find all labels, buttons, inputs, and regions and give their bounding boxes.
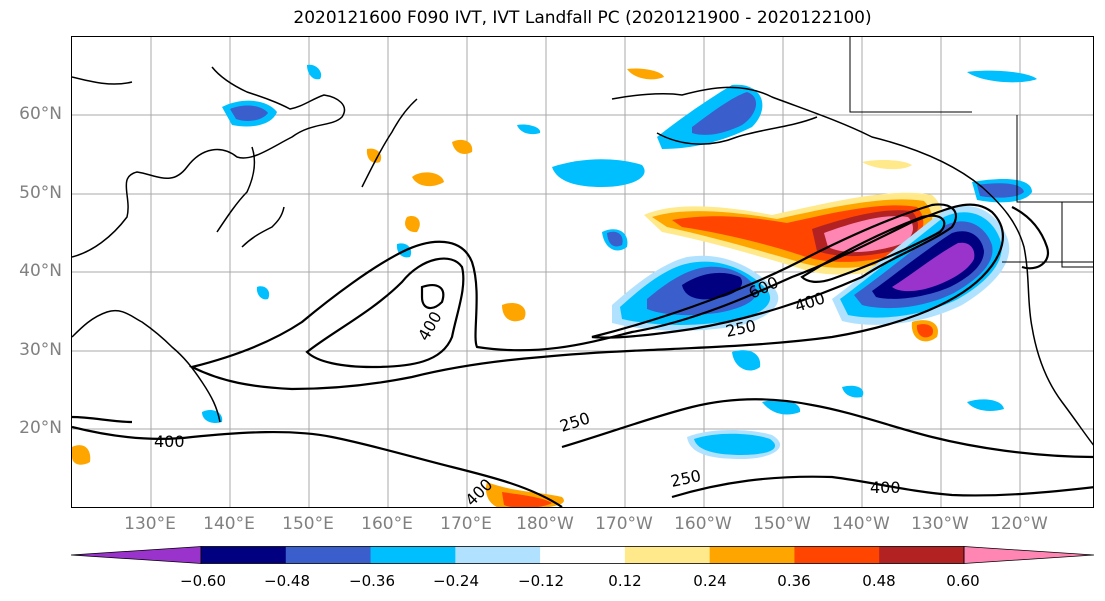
lon-label-170w: 170°W <box>595 514 653 534</box>
colorbar-segment <box>794 546 880 564</box>
lon-label-130e: 130°E <box>124 514 176 534</box>
lon-label-130w: 130°W <box>911 514 969 534</box>
contour-label-400-w: 400 <box>414 308 446 344</box>
lon-label-180w: 180°W <box>516 514 574 534</box>
lon-label-170e: 170°E <box>440 514 492 534</box>
lon-label-160e: 160°E <box>361 514 413 534</box>
contour-label-250-s: 250 <box>557 408 592 436</box>
map-title: 2020121600 F090 IVT, IVT Landfall PC (20… <box>293 8 872 28</box>
contour-label-400-se: 400 <box>870 478 901 497</box>
colorbar-tick-label: −0.24 <box>433 572 479 590</box>
lon-label-120w: 120°W <box>990 514 1048 534</box>
colorbar-extension-high <box>963 546 1094 564</box>
lon-label-150e: 150°E <box>282 514 334 534</box>
contour-label-400-ne: 400 <box>792 288 827 316</box>
colorbar-segment <box>285 546 372 564</box>
lat-label-60: 60°N <box>19 104 62 124</box>
colorbar-tick-label: −0.36 <box>349 572 395 590</box>
colorbar <box>71 546 1094 564</box>
colorbar-tick-label: −0.48 <box>264 572 310 590</box>
colorbar-tick-label: −0.60 <box>180 572 226 590</box>
colorbar-segment <box>709 546 795 564</box>
contour-label-250-se: 250 <box>669 466 703 491</box>
colorbar-segment <box>201 546 287 564</box>
colorbar-segment <box>370 546 456 564</box>
lon-label-150w: 150°W <box>753 514 811 534</box>
lat-label-20: 20°N <box>19 418 62 438</box>
colorbar-tick-label: 0.60 <box>946 572 980 590</box>
lat-label-30: 30°N <box>19 340 62 360</box>
colorbar-tick-label: 0.12 <box>608 572 642 590</box>
colorbar-extension-low <box>71 546 202 564</box>
colorbar-tick-label: 0.48 <box>862 572 896 590</box>
lon-label-140w: 140°W <box>832 514 890 534</box>
coastlines <box>72 66 1093 446</box>
colorbar-outline <box>200 546 965 564</box>
contour-label-400-sw: 400 <box>154 432 185 451</box>
colorbar-tick-label: 0.36 <box>777 572 811 590</box>
lat-label-50: 50°N <box>19 183 62 203</box>
map-panel: 600 400 250 400 250 400 250 400 400 <box>71 36 1094 508</box>
contour-labels: 600 400 250 400 250 400 250 400 400 <box>154 272 901 507</box>
lon-label-140e: 140°E <box>203 514 255 534</box>
ivt-contours <box>72 203 1093 507</box>
lat-label-40: 40°N <box>19 261 62 281</box>
colorbar-segments <box>71 546 1094 564</box>
colorbar-segment <box>624 546 711 564</box>
colorbar-segment <box>540 546 626 564</box>
colorbar-segment <box>879 546 965 564</box>
colorbar-tick-label: 0.24 <box>693 572 727 590</box>
colorbar-segment <box>455 546 541 564</box>
colorbar-tick-label: −0.12 <box>518 572 564 590</box>
political-borders <box>849 37 1093 268</box>
pc-shading <box>72 64 1037 507</box>
map-canvas: 600 400 250 400 250 400 250 400 400 <box>72 37 1093 507</box>
lon-label-160w: 160°W <box>674 514 732 534</box>
